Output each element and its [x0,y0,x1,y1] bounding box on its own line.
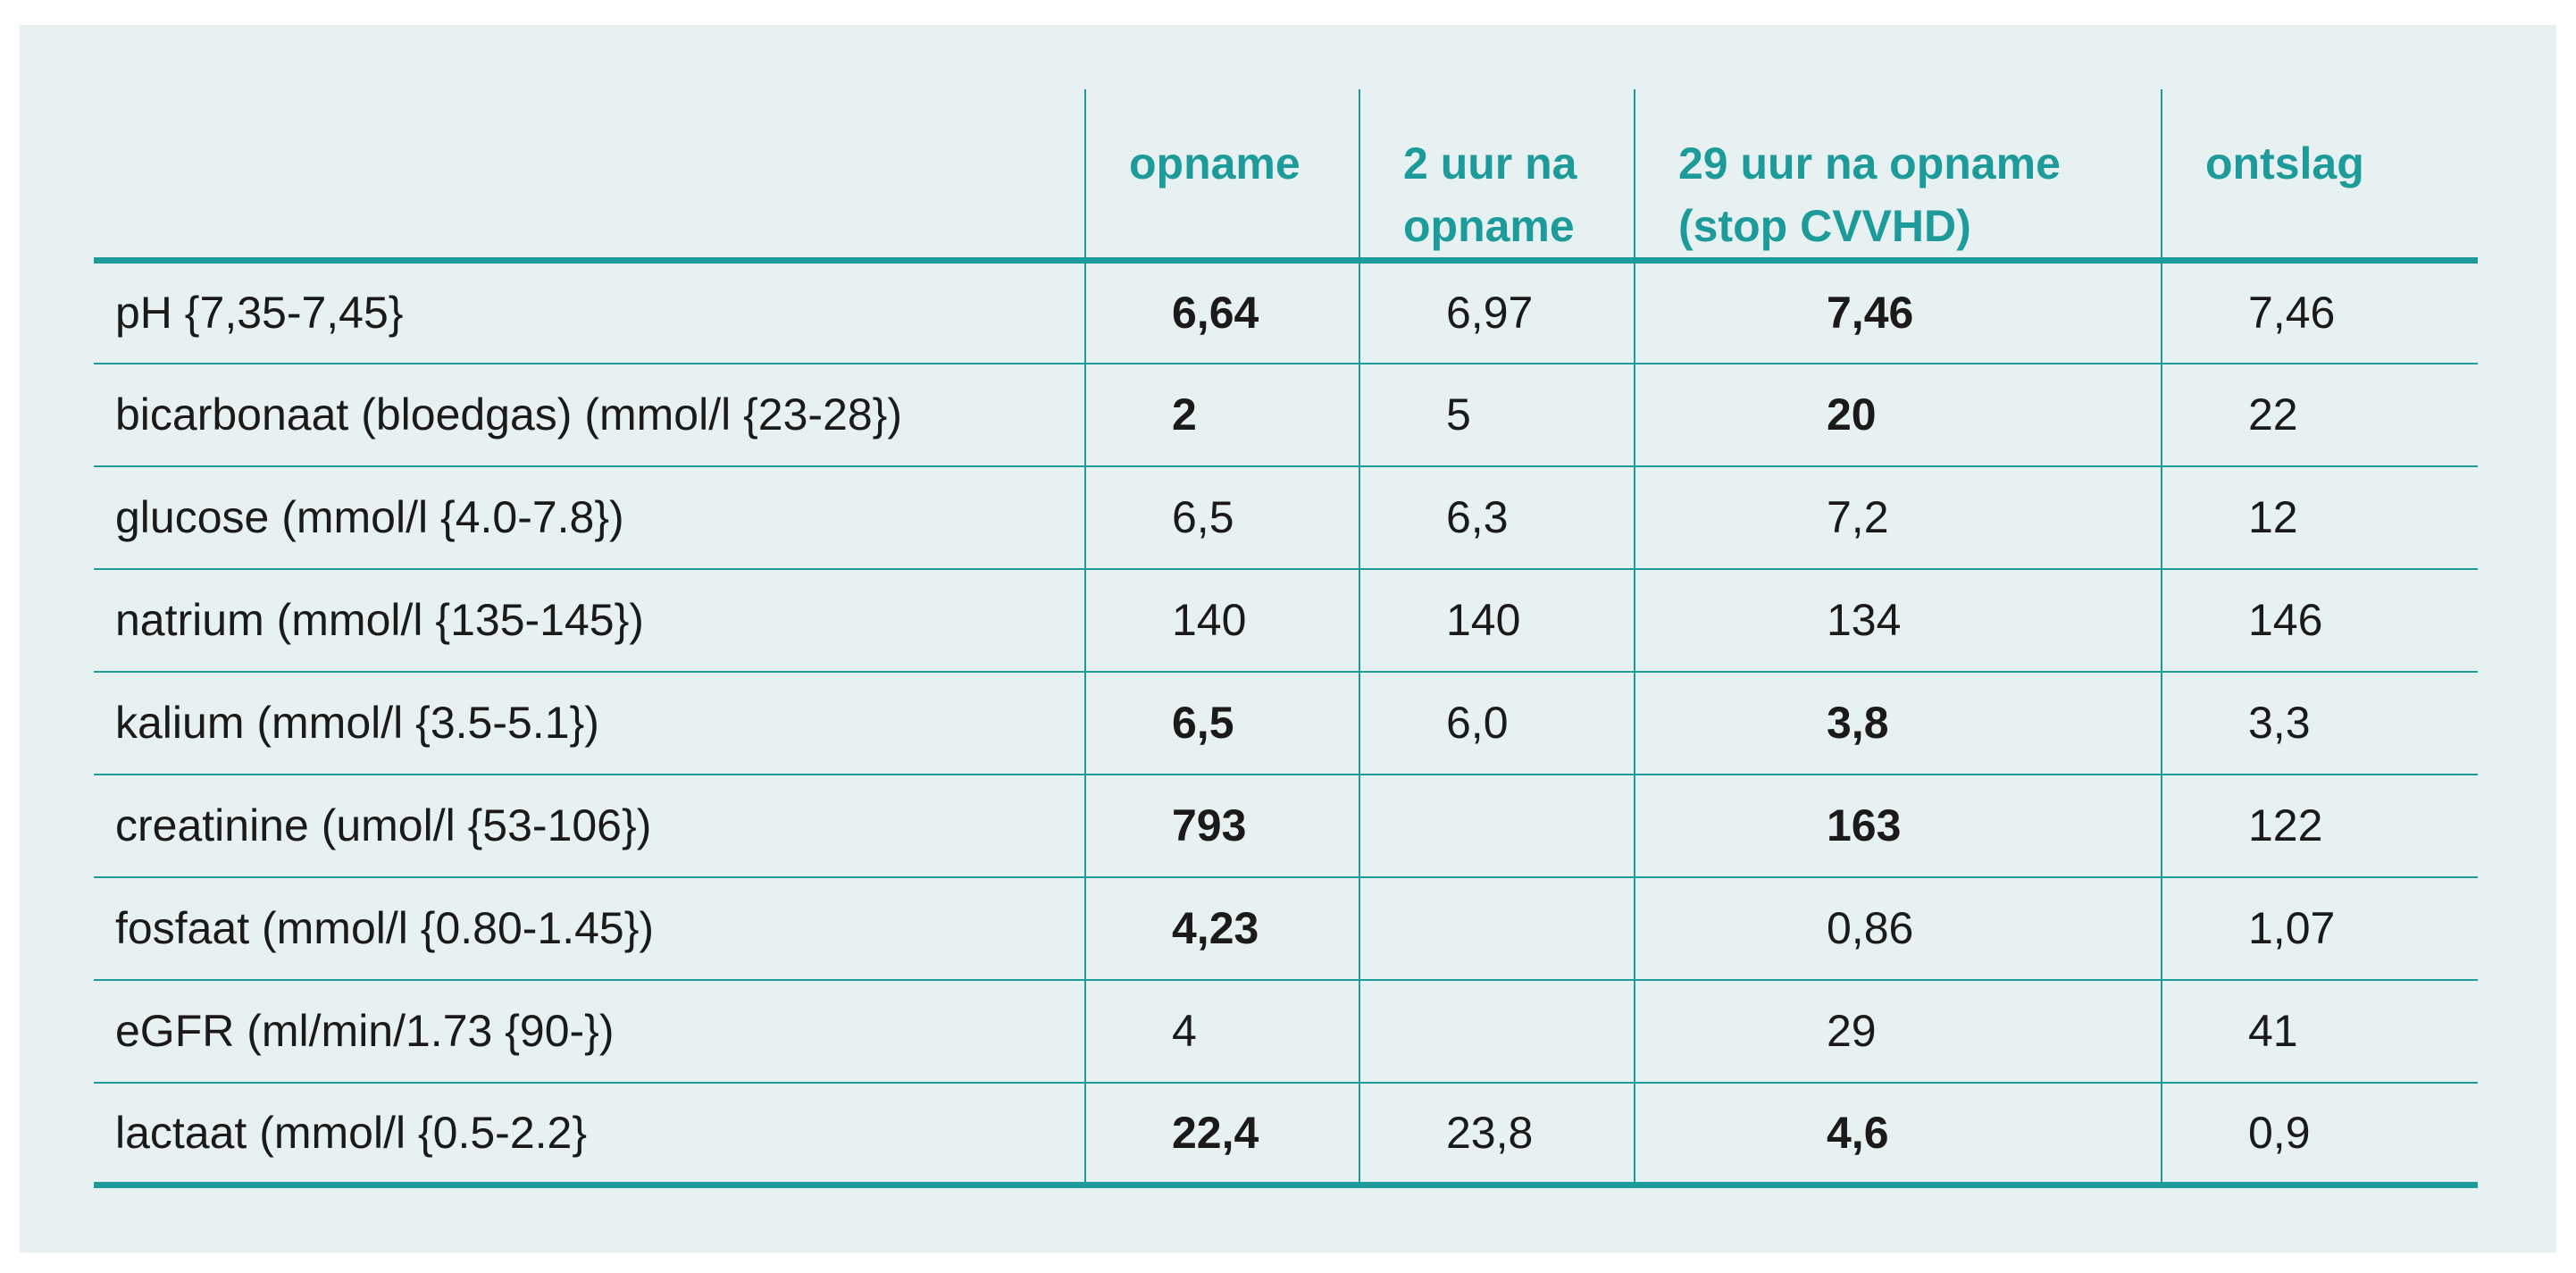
cell-2-uur-na-opname [1359,774,1635,878]
row-label: glucose (mmol/l {4.0-7.8}) [94,465,1085,570]
cell-29-uur-na-opname: 4,6 [1634,1082,2162,1188]
table-row: natrium (mmol/l {135-145}) 140 140 134 146 [94,568,2478,673]
table-row: bicarbonaat (bloedgas) (mmol/l {23-28}) 2… [94,363,2478,467]
table-row: lactaat (mmol/l {0.5-2.2} 22,4 23,8 4,6 0,9 [94,1082,2478,1188]
cell-2-uur-na-opname: 6,0 [1359,671,1635,775]
row-label: pH {7,35-7,45} [94,260,1085,364]
cell-opname: 140 [1084,568,1359,673]
cell-ontslag: 1,07 [2161,876,2478,981]
row-label: kalium (mmol/l {3.5-5.1}) [94,671,1085,775]
cell-opname: 6,5 [1084,465,1359,570]
cell-ontslag: 0,9 [2161,1082,2478,1188]
table-row: creatinine (umol/l {53-106}) 793 163 122 [94,774,2478,878]
cell-29-uur-na-opname: 3,8 [1634,671,2162,775]
cell-2-uur-na-opname: 5 [1359,363,1635,467]
cell-29-uur-na-opname: 0,86 [1634,876,2162,981]
cell-29-uur-na-opname: 163 [1634,774,2162,878]
cell-2-uur-na-opname: 6,97 [1359,260,1635,364]
cell-2-uur-na-opname: 23,8 [1359,1082,1635,1188]
cell-opname: 22,4 [1084,1082,1359,1188]
cell-ontslag: 122 [2161,774,2478,878]
header-ontslag: ontslag [2161,89,2478,264]
header-opname: opname [1084,89,1359,264]
cell-ontslag: 146 [2161,568,2478,673]
cell-opname: 2 [1084,363,1359,467]
cell-29-uur-na-opname: 20 [1634,363,2162,467]
cell-2-uur-na-opname: 140 [1359,568,1635,673]
cell-29-uur-na-opname: 7,2 [1634,465,2162,570]
table-row: kalium (mmol/l {3.5-5.1}) 6,5 6,0 3,8 3,3 [94,671,2478,775]
cell-2-uur-na-opname [1359,979,1635,1084]
cell-ontslag: 22 [2161,363,2478,467]
table-panel: opname 2 uur na opname 29 uur na opname … [20,25,2556,1252]
cell-opname: 4,23 [1084,876,1359,981]
cell-ontslag: 41 [2161,979,2478,1084]
row-label: natrium (mmol/l {135-145}) [94,568,1085,673]
header-row: opname 2 uur na opname 29 uur na opname … [94,89,2478,264]
header-corner [94,89,1085,264]
cell-2-uur-na-opname: 6,3 [1359,465,1635,570]
cell-opname: 4 [1084,979,1359,1084]
cell-ontslag: 12 [2161,465,2478,570]
cell-2-uur-na-opname [1359,876,1635,981]
table-row: glucose (mmol/l {4.0-7.8}) 6,5 6,3 7,2 12 [94,465,2478,570]
table-row: fosfaat (mmol/l {0.80-1.45}) 4,23 0,86 1,07 [94,876,2478,981]
cell-opname: 793 [1084,774,1359,878]
table-row: pH {7,35-7,45} 6,64 6,97 7,46 7,46 [94,260,2478,364]
table-row: eGFR (ml/min/1.73 {90-}) 4 29 41 [94,979,2478,1084]
row-label: bicarbonaat (bloedgas) (mmol/l {23-28}) [94,363,1085,467]
lab-values-table: opname 2 uur na opname 29 uur na opname … [94,89,2478,1188]
cell-29-uur-na-opname: 29 [1634,979,2162,1084]
cell-29-uur-na-opname: 134 [1634,568,2162,673]
cell-opname: 6,64 [1084,260,1359,364]
cell-ontslag: 3,3 [2161,671,2478,775]
header-29-uur-na-opname: 29 uur na opname (stop CVVHD) [1634,89,2162,264]
row-label: lactaat (mmol/l {0.5-2.2} [94,1082,1085,1188]
cell-opname: 6,5 [1084,671,1359,775]
row-label: fosfaat (mmol/l {0.80-1.45}) [94,876,1085,981]
table-body: pH {7,35-7,45} 6,64 6,97 7,46 7,46 bicarbonaa… [94,260,2478,1188]
row-label: creatinine (umol/l {53-106}) [94,774,1085,878]
cell-ontslag: 7,46 [2161,260,2478,364]
cell-29-uur-na-opname: 7,46 [1634,260,2162,364]
header-2-uur-na-opname: 2 uur na opname [1359,89,1635,264]
row-label: eGFR (ml/min/1.73 {90-}) [94,979,1085,1084]
